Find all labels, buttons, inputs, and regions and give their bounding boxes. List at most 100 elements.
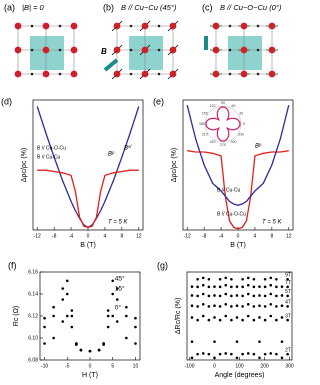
o-atom (256, 24, 260, 28)
o-atom (256, 48, 260, 52)
data-point (190, 285, 194, 288)
data-point (70, 325, 74, 329)
cu-atom (268, 70, 276, 78)
x-tick-label: 100 (235, 363, 244, 369)
data-point (201, 352, 205, 355)
data-point (88, 349, 92, 353)
data-point (79, 348, 83, 352)
data-point (258, 294, 261, 297)
data-point (263, 305, 267, 308)
data-point (213, 340, 216, 343)
cu-atom (141, 22, 149, 30)
x-tick-label: -4 (69, 233, 74, 239)
cu-atom (113, 46, 121, 54)
series-label: B // Cu-Cu (217, 187, 241, 193)
cu-atom (212, 70, 220, 78)
o-atom (256, 72, 260, 76)
data-point (280, 304, 284, 308)
panel-label: (g) (157, 260, 168, 270)
data-point (286, 277, 289, 281)
x-tick-label: 10 (133, 363, 139, 369)
data-point (201, 302, 205, 306)
data-point (246, 314, 250, 318)
x-axis-label: H (T) (82, 372, 98, 379)
data-point (252, 352, 256, 356)
data-point (207, 305, 211, 308)
data-point (196, 285, 199, 289)
annotation: Bˢᶠ (124, 145, 132, 152)
data-point (263, 352, 267, 356)
data-point (224, 302, 228, 306)
o-atom (30, 24, 34, 28)
panel-label: (a) (4, 2, 15, 12)
annotation: T = 5 K (262, 220, 283, 226)
x-tick-label: -4 (219, 233, 224, 239)
x-axis-label: B (T) (80, 242, 96, 249)
data-point (111, 314, 115, 318)
data-point (246, 302, 250, 306)
cu-atom (141, 46, 149, 54)
data-point (224, 283, 228, 287)
cu-atom (14, 22, 22, 30)
inset-angle-label: 60 (232, 104, 236, 108)
x-tick-label: 0 (237, 233, 240, 239)
data-point (207, 294, 211, 298)
data-point (106, 309, 110, 312)
data-point (97, 348, 101, 352)
x-tick-label: 0 (89, 363, 92, 369)
data-point (70, 314, 74, 318)
data-point (246, 283, 250, 287)
o-atom (228, 72, 232, 76)
inset-angle-label: 0 (243, 122, 245, 126)
figure: (a) |B| = 0 (b) B // Cu−Cu (45°) B (c) B // Cu… (1, 2, 294, 379)
series-label: 7T (285, 280, 291, 286)
data-point (213, 294, 216, 297)
data-point (258, 340, 261, 343)
data-point (218, 352, 222, 356)
x-tick-label: 8 (270, 233, 273, 239)
x-tick-label: -12 (184, 233, 191, 239)
panel-label: (e) (153, 96, 164, 106)
data-point (258, 285, 261, 288)
data-point (230, 285, 233, 289)
data-point (269, 276, 273, 280)
data-point (263, 318, 267, 322)
data-point (43, 325, 46, 329)
y-tick-label: 6.12 (28, 313, 38, 319)
y-axis-label: Δρc/ρc (%) (171, 148, 178, 182)
data-point (134, 325, 137, 329)
data-point (241, 285, 244, 289)
data-point (115, 287, 119, 290)
data-point (275, 305, 278, 308)
data-point (258, 304, 261, 308)
data-point (218, 285, 222, 289)
data-point (258, 356, 261, 360)
data-point (207, 352, 211, 356)
data-point (235, 294, 239, 297)
data-point (196, 318, 199, 322)
y-tick-label: 6.14 (28, 291, 38, 297)
y-tick-label: 6.10 (28, 335, 38, 341)
data-point (207, 277, 211, 281)
annotation: Bᵖ (255, 144, 262, 150)
data-point (125, 336, 128, 340)
series-label: B // Cu-O-Cu (217, 211, 246, 217)
x-tick-label: 8 (120, 233, 123, 239)
o-atom (157, 24, 161, 28)
cu-atom (240, 46, 248, 54)
data-point (43, 316, 46, 320)
y-axis-label: Rc (Ω) (13, 306, 20, 326)
data-point (241, 294, 244, 298)
data-point (224, 276, 228, 280)
data-point (269, 292, 273, 296)
data-point (269, 314, 273, 318)
data-point (280, 316, 284, 319)
cu-atom (212, 22, 220, 30)
data-point (235, 316, 239, 319)
inset-angle-label: 30 (239, 111, 243, 115)
data-point (218, 294, 222, 298)
data-point (269, 302, 273, 306)
y-tick-label: 6.16 (28, 269, 38, 275)
data-point (258, 316, 261, 319)
cu-atom (113, 70, 121, 78)
